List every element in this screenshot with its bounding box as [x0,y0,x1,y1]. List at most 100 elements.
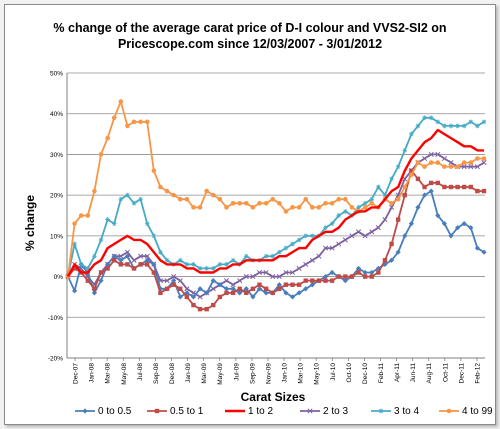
series-0-to-0p5-point [230,286,236,292]
series-0-to-0p5-point [105,261,111,267]
series-4-to-99-point [204,188,209,194]
x-tick-label: Dec-07 [73,363,80,384]
series-4-to-99 [65,99,487,279]
series-3-to-4-point [369,196,375,202]
series-0p5-to-1-point [376,270,381,275]
series-2-to-3-point [118,253,124,259]
series-3-to-4-point [376,184,381,190]
x-tick-label: Feb-12 [474,363,481,384]
x-tick-label: Jan-09 [185,363,192,383]
series-4-to-99-point [85,213,91,218]
series-4-to-99-point [237,200,242,206]
series-0-to-0p5-point [408,221,414,227]
series-3-to-4-point [283,245,289,251]
legend-marker-point [154,408,160,414]
series-0p5-to-1-point [270,290,275,296]
series-line-3-to-4 [67,116,485,277]
series-4-to-99-point [118,99,124,104]
series-0-to-0p5-point [289,294,296,300]
series-0p5-to-1-point [184,294,190,300]
series-4-to-99-point [184,196,190,202]
series-3-to-4-point [296,237,302,243]
series-0p5-to-1-point [455,184,460,190]
series-3-to-4-point [111,221,117,227]
series-0-to-0p5-point [283,290,289,296]
series-3-to-4-point [230,257,236,263]
legend-marker-point [378,408,384,414]
series-0-to-0p5-point [402,233,408,239]
series-2-to-3-point [256,269,263,276]
series-0-to-0p5-point [118,257,124,263]
series-0p5-to-1-point [468,184,473,190]
series-3-to-4-point [204,266,209,271]
chart-frame: % change of the average carat price of D… [4,4,496,425]
x-tick-label: Jul-08 [137,363,144,381]
series-2-to-3 [65,151,487,300]
series-4-to-99-point [336,196,342,202]
series-0-to-0p5-point [382,261,388,267]
series-line-0-to-0p5 [67,190,485,298]
series-0p5-to-1-point [461,184,467,190]
series-3-to-4-point [422,115,427,121]
series-3-to-4-point [138,196,143,202]
series-0p5-to-1-point [164,286,170,291]
series-0p5-to-1-point [428,180,434,186]
series-0p5-to-1-point [204,306,209,312]
x-tick-label: Jun-11 [410,363,417,383]
series-4-to-99-point [362,205,368,210]
series-4-to-99-point [455,164,460,169]
series-4-to-99-point [197,205,203,210]
series-3-to-4-point [395,164,401,170]
series-0-to-0p5-point [395,249,401,255]
series-2-to-3-point [389,204,395,210]
series-2-to-3-point [144,253,150,259]
series-4-to-99-point [210,192,216,198]
legend-item-3-to-4: 3 to 4 [371,406,419,417]
x-tick-label: Oct-10 [346,363,353,383]
x-tick-label: May-08 [121,363,128,385]
series-0p5-to-1-point [442,184,447,190]
series-0p5-to-1-point [283,282,289,287]
series-line-0p5-to-1 [67,169,484,311]
x-tick-label: Jul-09 [233,363,240,381]
series-0p5-to-1-point [237,286,242,291]
series-3-to-4-point [323,225,328,231]
chart-title-line-2: Pricescope.com since 12/03/2007 - 3/01/2… [118,37,382,51]
series-4-to-99-point [257,200,262,206]
series-0p5-to-1-point [277,286,282,291]
series-3-to-4-point [277,249,282,255]
series-3-to-4-point [263,253,269,259]
series-0p5-to-1-point [303,278,308,283]
series-0p5-to-1-point [178,286,183,291]
series-0-to-0p5-point [421,192,428,198]
series-4-to-99-point [389,200,394,206]
x-tick-label: May-09 [217,363,224,385]
series-0-to-0p5-point [184,290,190,296]
series-0-to-0p5-point [481,249,487,255]
x-tick-label: Dec-10 [362,363,369,384]
series-4-to-99-point [151,168,157,174]
series-2-to-3-point [210,286,216,292]
x-tick-label: Dec-08 [169,363,176,384]
series-3-to-4-point [461,123,467,129]
x-tick-label: Jan-10 [282,363,289,383]
series-3-to-4-point [343,209,348,214]
series-4-to-99-point [435,160,441,165]
series-0p5-to-1-point [98,270,104,275]
series-4-to-99-point [395,196,401,202]
series-2-to-3-point [336,241,342,247]
series-0-to-0p5-point [204,290,210,296]
series-3-to-4-point [151,233,157,239]
series-3-to-4-point [131,200,137,206]
series-2-to-3-point [329,245,335,251]
y-tick-label: 30% [50,152,63,159]
series-3-to-4-point [442,123,447,129]
series-0p5-to-1-point [158,290,163,296]
series-2-to-3-point [382,217,388,223]
legend-marker-point [307,408,313,414]
series-0-to-0p5-point [237,290,243,296]
series-line-1-to-2 [66,128,484,278]
series-4-to-99-point [316,205,322,210]
series-3-to-4-point [310,233,315,239]
series-0p5-to-1-point [211,302,216,308]
